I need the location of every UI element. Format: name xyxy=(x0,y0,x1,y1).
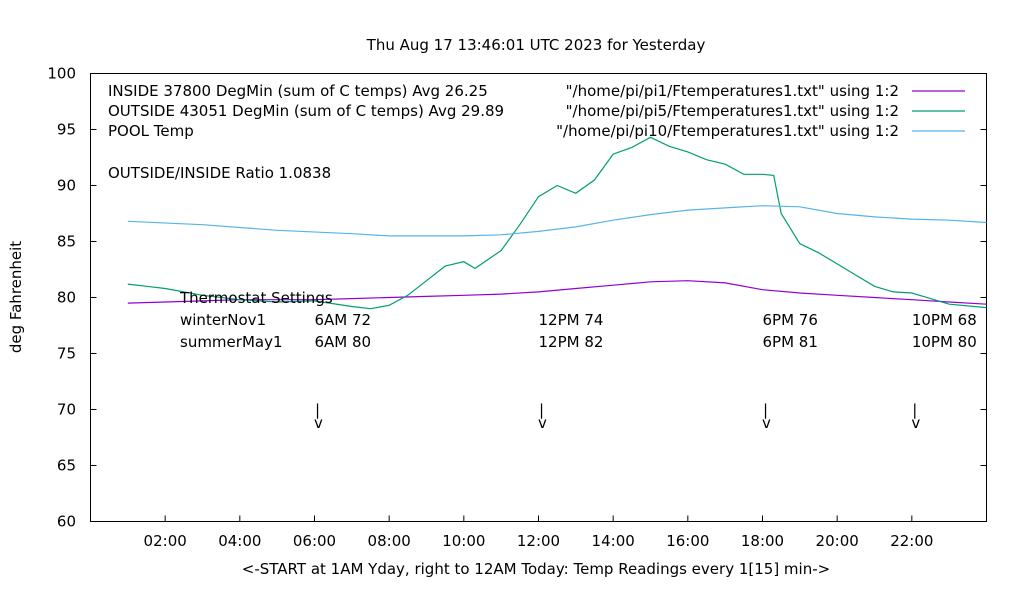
y-tick-label: 65 xyxy=(57,457,76,475)
series-line-2 xyxy=(127,205,987,237)
thermostat-row-label: winterNov1 xyxy=(180,311,266,329)
x-tick-label: 20:00 xyxy=(816,532,859,550)
x-tick-label: 04:00 xyxy=(218,532,261,550)
thermostat-title: Thermostat Settings xyxy=(179,289,333,307)
y-axis-label: deg Fahrenheit xyxy=(7,241,25,353)
legend-name: POOL Temp xyxy=(108,122,194,140)
thermostat-setting: 6PM 76 xyxy=(763,311,818,329)
thermostat-row-label: summerMay1 xyxy=(180,333,283,351)
x-tick-label: 10:00 xyxy=(442,532,485,550)
marker-bar: | xyxy=(315,401,320,419)
y-tick-label: 95 xyxy=(57,121,76,139)
thermostat-setting: 6AM 72 xyxy=(315,311,372,329)
marker-bar: | xyxy=(763,401,768,419)
marker-arrow-icon: v xyxy=(762,414,771,432)
thermostat-setting: 6AM 80 xyxy=(315,333,372,351)
y-tick-label: 60 xyxy=(57,513,76,531)
chart-title: Thu Aug 17 13:46:01 UTC 2023 for Yesterd… xyxy=(366,36,706,54)
x-tick-label: 12:00 xyxy=(517,532,560,550)
x-tick-label: 18:00 xyxy=(741,532,784,550)
ratio-annotation: OUTSIDE/INSIDE Ratio 1.0838 xyxy=(108,164,331,182)
marker-bar: | xyxy=(539,401,544,419)
thermostat-setting: 12PM 82 xyxy=(539,333,604,351)
marker-bar: | xyxy=(912,401,917,419)
thermostat-setting: 12PM 74 xyxy=(539,311,604,329)
thermostat-setting: 10PM 68 xyxy=(912,311,977,329)
legend-source: "/home/pi/pi5/Ftemperatures1.txt" using … xyxy=(566,102,899,120)
x-tick-label: 02:00 xyxy=(144,532,187,550)
y-tick-label: 70 xyxy=(57,401,76,419)
y-tick-label: 100 xyxy=(47,65,76,83)
x-tick-label: 22:00 xyxy=(890,532,933,550)
x-tick-label: 16:00 xyxy=(666,532,709,550)
marker-arrow-icon: v xyxy=(538,414,547,432)
x-tick-label: 06:00 xyxy=(293,532,336,550)
marker-arrow-icon: v xyxy=(314,414,323,432)
series-line-0 xyxy=(127,280,987,305)
x-tick-label: 08:00 xyxy=(368,532,411,550)
y-tick-label: 75 xyxy=(57,345,76,363)
x-axis-label: <-START at 1AM Yday, right to 12AM Today… xyxy=(242,560,830,578)
legend-name: OUTSIDE 43051 DegMin (sum of C temps) Av… xyxy=(108,102,504,120)
y-tick-label: 85 xyxy=(57,233,76,251)
thermostat-setting: 6PM 81 xyxy=(763,333,818,351)
thermostat-setting: 10PM 80 xyxy=(912,333,977,351)
y-tick-label: 80 xyxy=(57,289,76,307)
x-tick-label: 14:00 xyxy=(592,532,635,550)
marker-arrow-icon: v xyxy=(911,414,920,432)
legend-name: INSIDE 37800 DegMin (sum of C temps) Avg… xyxy=(108,82,488,100)
series-line-1 xyxy=(127,136,987,310)
y-tick-label: 90 xyxy=(57,177,76,195)
legend-source: "/home/pi/pi10/Ftemperatures1.txt" using… xyxy=(556,122,899,140)
legend-source: "/home/pi/pi1/Ftemperatures1.txt" using … xyxy=(566,82,899,100)
